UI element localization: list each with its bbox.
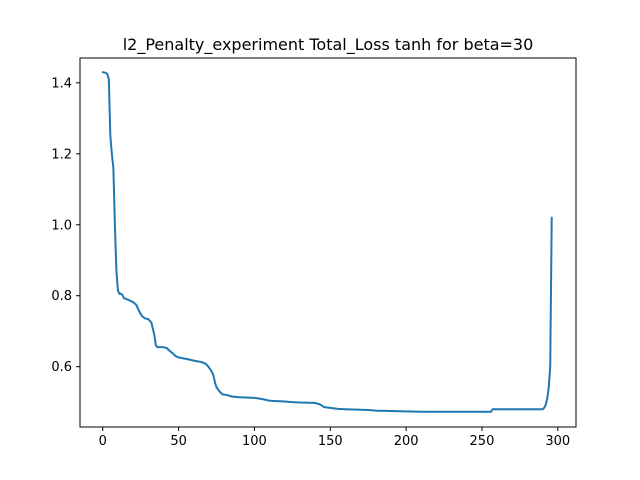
x-axis: 0 50 100 150 200 250 300 — [99, 427, 570, 449]
plot-series — [101, 71, 553, 413]
x-tick-label: 200 — [394, 434, 419, 449]
x-tick-label: 250 — [470, 434, 495, 449]
plot-frame — [79, 57, 577, 428]
x-tick-label: 0 — [99, 434, 107, 449]
x-tick-label: 300 — [545, 434, 570, 449]
y-tick-label: 1.2 — [51, 147, 72, 162]
chart-title: l2_Penalty_experiment Total_Loss tanh fo… — [123, 35, 534, 55]
y-tick-label: 1.0 — [51, 218, 72, 233]
y-tick-label: 0.8 — [51, 289, 72, 304]
x-tick-label: 50 — [170, 434, 187, 449]
series-line — [101, 71, 553, 413]
x-tick-label: 150 — [318, 434, 343, 449]
y-axis: 0.6 0.8 1.0 1.2 1.4 — [51, 76, 80, 375]
y-tick-label: 1.4 — [51, 76, 72, 91]
x-tick-label: 100 — [242, 434, 267, 449]
y-tick-label: 0.6 — [51, 360, 72, 375]
